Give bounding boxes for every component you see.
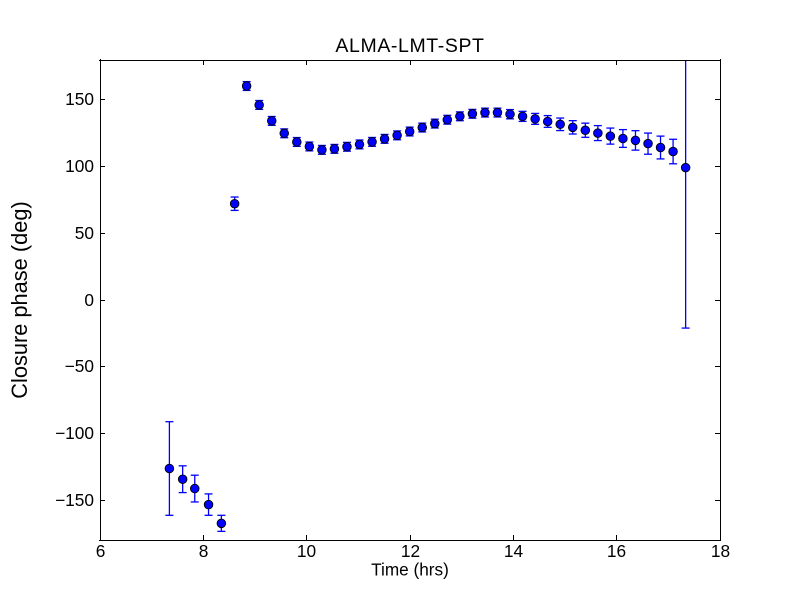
- svg-text:6: 6: [96, 541, 106, 561]
- svg-text:0: 0: [84, 290, 94, 310]
- svg-text:−100: −100: [55, 423, 94, 443]
- svg-text:8: 8: [199, 541, 209, 561]
- svg-text:10: 10: [297, 541, 316, 561]
- svg-text:Time (hrs): Time (hrs): [371, 560, 449, 580]
- svg-text:16: 16: [607, 541, 626, 561]
- svg-text:150: 150: [65, 89, 94, 109]
- svg-text:−150: −150: [55, 490, 94, 510]
- svg-text:18: 18: [711, 541, 730, 561]
- svg-text:Closure phase (deg): Closure phase (deg): [7, 201, 32, 399]
- svg-text:14: 14: [504, 541, 524, 561]
- svg-text:50: 50: [75, 223, 94, 243]
- svg-text:100: 100: [65, 156, 94, 176]
- svg-text:ALMA-LMT-SPT: ALMA-LMT-SPT: [335, 35, 484, 57]
- svg-text:−50: −50: [65, 356, 94, 376]
- svg-text:12: 12: [401, 541, 420, 561]
